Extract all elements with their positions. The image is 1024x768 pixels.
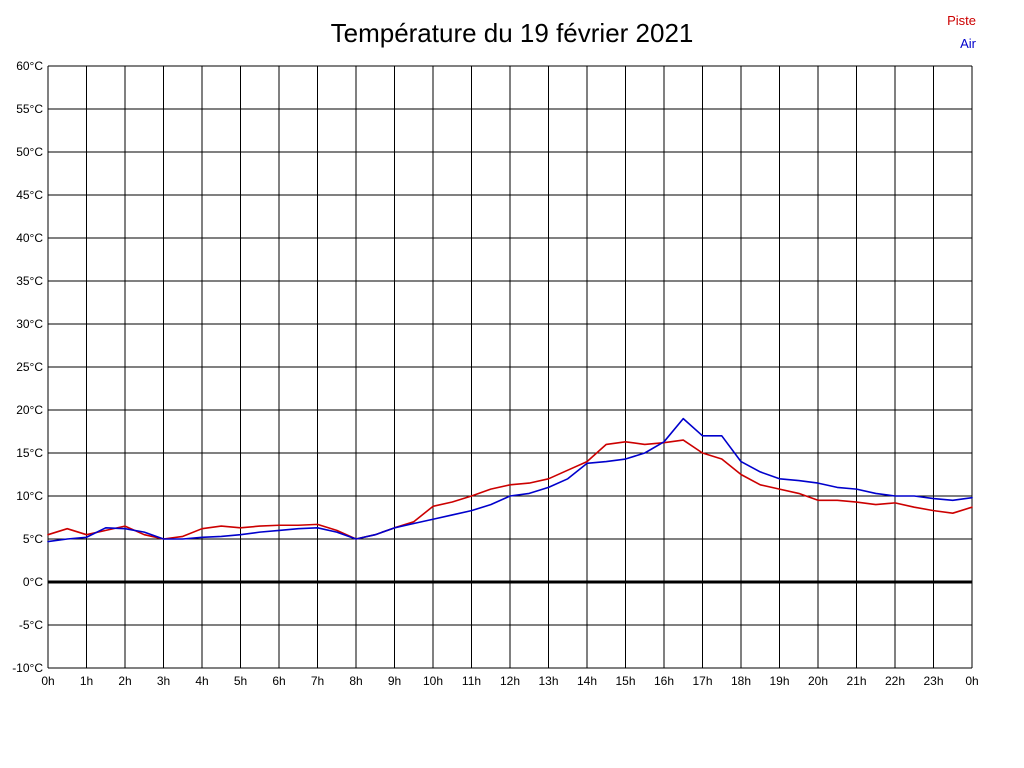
y-tick-label: 0°C: [23, 575, 43, 589]
x-tick-label: 0h: [41, 674, 54, 688]
piste-line: [47, 439, 973, 540]
x-tick-label: 8h: [349, 674, 362, 688]
x-tick-label: 17h: [692, 674, 712, 688]
y-tick-label: 20°C: [16, 403, 43, 417]
x-tick-label: 9h: [388, 674, 401, 688]
legend-air: Air: [960, 36, 976, 51]
x-tick-label: 5h: [234, 674, 247, 688]
y-tick-label: -5°C: [19, 618, 43, 632]
x-tick-label: 19h: [769, 674, 789, 688]
y-tick-label: 15°C: [16, 446, 43, 460]
y-tick-label: 40°C: [16, 231, 43, 245]
legend-air-label: Air: [960, 36, 976, 51]
y-tick-label: 25°C: [16, 360, 43, 374]
x-tick-label: 12h: [500, 674, 520, 688]
x-tick-label: 7h: [311, 674, 324, 688]
chart-title: Température du 19 février 2021: [330, 18, 694, 48]
x-tick-label: 23h: [923, 674, 943, 688]
x-tick-label: 1h: [80, 674, 93, 688]
legend-piste: Piste: [947, 13, 976, 28]
y-tick-label: 5°C: [23, 532, 43, 546]
y-tick-label: 10°C: [16, 489, 43, 503]
x-tick-label: 22h: [885, 674, 905, 688]
x-tick-label: 21h: [846, 674, 866, 688]
x-tick-label: 16h: [654, 674, 674, 688]
x-tick-label: 11h: [462, 674, 481, 688]
x-tick-label: 3h: [157, 674, 170, 688]
x-tick-label: 20h: [808, 674, 828, 688]
y-tick-label: 45°C: [16, 188, 43, 202]
x-tick-label: 18h: [731, 674, 751, 688]
y-tick-label: 35°C: [16, 274, 43, 288]
x-tick-label: 14h: [577, 674, 597, 688]
x-tick-label: 13h: [538, 674, 558, 688]
legend-piste-label: Piste: [947, 13, 976, 28]
y-tick-label: 60°C: [16, 59, 43, 73]
x-tick-label: 4h: [195, 674, 208, 688]
x-tick-label: 10h: [423, 674, 443, 688]
x-tick-label: 15h: [615, 674, 635, 688]
air-line: [47, 417, 973, 543]
x-tick-label: 6h: [272, 674, 285, 688]
y-tick-label: -10°C: [12, 661, 43, 675]
y-tick-label: 50°C: [16, 145, 43, 159]
x-tick-label: 2h: [118, 674, 131, 688]
x-tick-label: 0h: [965, 674, 978, 688]
y-tick-label: 55°C: [16, 102, 43, 116]
y-tick-label: 30°C: [16, 317, 43, 331]
